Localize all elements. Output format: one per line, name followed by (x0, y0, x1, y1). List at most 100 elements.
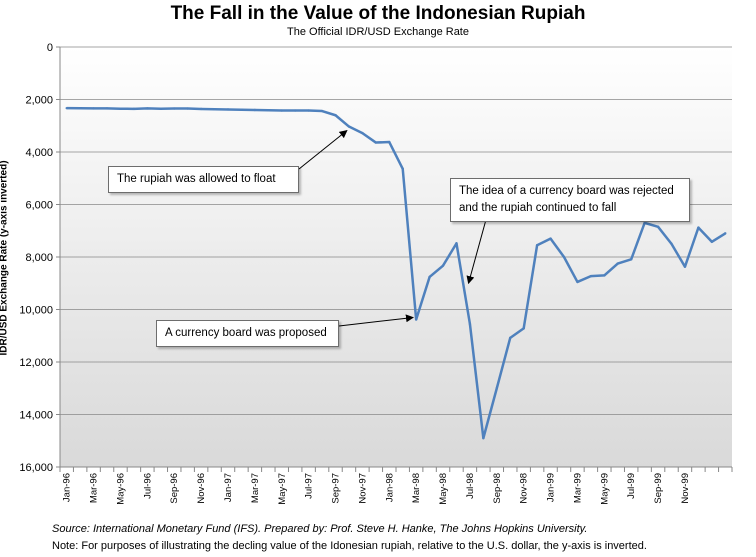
annotation-proposed: A currency board was proposed (156, 320, 339, 347)
y-tick-label: 16,000 (19, 462, 53, 474)
data-point (320, 109, 324, 113)
data-point (441, 264, 445, 267)
data-point (549, 237, 552, 240)
chart-subtitle: The Official IDR/USD Exchange Rate (287, 26, 469, 38)
x-tick-label: Mar-99 (572, 473, 583, 503)
data-point (697, 226, 700, 229)
x-tick-label: Sep-96 (169, 473, 180, 504)
chart-title: The Fall in the Value of the Indonesian … (170, 3, 586, 24)
data-point (146, 107, 149, 110)
data-point (213, 108, 216, 111)
data-point (334, 114, 337, 117)
annotation-rejected-line-1: The idea of a currency board was rejecte… (459, 185, 674, 197)
data-point (576, 280, 579, 284)
data-point (132, 107, 136, 111)
data-point (616, 262, 619, 265)
x-tick-label: May-99 (599, 473, 610, 505)
y-tick-label: 10,000 (19, 305, 53, 317)
data-point (482, 436, 485, 440)
data-point (670, 242, 673, 246)
data-point (199, 107, 203, 111)
data-point (240, 108, 243, 111)
y-tick-label: 8,000 (25, 252, 53, 264)
y-tick-label: 6,000 (25, 200, 53, 212)
data-point (710, 240, 714, 243)
data-point (267, 109, 270, 112)
x-tick-label: Sep-97 (331, 473, 342, 504)
x-tick-label: May-96 (115, 473, 126, 505)
data-point (495, 387, 498, 390)
data-point (656, 225, 660, 229)
x-tick-label: Jan-96 (62, 473, 73, 502)
annotation-proposed-line: A currency board was proposed (165, 327, 327, 339)
data-point (294, 109, 297, 112)
data-point (388, 140, 391, 144)
x-tick-label: Jan-98 (384, 473, 395, 502)
data-point (65, 106, 68, 110)
x-tick-label: Mar-97 (250, 473, 261, 503)
data-point (226, 108, 230, 111)
x-tick-label: Jul-97 (304, 473, 315, 499)
y-tick-label: 2,000 (25, 95, 53, 107)
y-tick-label: 12,000 (19, 357, 53, 369)
arrow-proposed (338, 314, 414, 327)
x-tick-label: Jan-99 (546, 473, 557, 502)
data-point (78, 107, 82, 110)
x-tick-label: Nov-98 (519, 473, 530, 504)
annotation-rejected-line-2: and the rupiah continued to fall (459, 202, 617, 214)
x-tick-label: Nov-97 (357, 473, 368, 504)
data-point (630, 258, 633, 261)
x-tick-label: May-97 (277, 473, 288, 505)
data-point (253, 108, 257, 112)
series-group (65, 106, 727, 440)
x-tick-label: Mar-98 (411, 473, 422, 503)
data-point (307, 109, 310, 112)
data-point (428, 275, 431, 279)
data-point (643, 221, 646, 225)
y-tick-label: 14,000 (19, 410, 53, 422)
x-tick-label: Jul-99 (626, 473, 637, 499)
data-point (92, 107, 95, 110)
data-point (105, 107, 109, 110)
data-point (173, 107, 176, 110)
arrow-rejected (466, 215, 488, 285)
y-tick-label: 0 (47, 42, 53, 54)
data-point (683, 265, 687, 268)
arrow-float (298, 130, 348, 170)
data-point (589, 274, 593, 278)
data-point (562, 255, 566, 259)
data-point (724, 232, 727, 235)
data-point (603, 274, 606, 277)
data-point (280, 109, 283, 112)
data-point (186, 107, 189, 110)
data-point (535, 243, 539, 247)
x-ticks: Jan-96 Mar-96 May-96 Jul-96 Sep-96 Nov-96 Jan-… (59, 467, 733, 505)
footnote: Note: For purposes of illustrating the d… (52, 540, 647, 552)
x-tick-label: Jan-97 (223, 473, 234, 502)
x-tick-label: Sep-98 (492, 473, 503, 504)
x-tick-label: Nov-96 (196, 473, 207, 504)
x-tick-label: Sep-99 (653, 473, 664, 504)
data-point (159, 107, 162, 110)
data-point (468, 322, 472, 326)
source-note: Source: International Monetary Fund (IFS… (52, 523, 588, 535)
x-tick-label: May-98 (438, 473, 449, 505)
x-tick-label: Mar-96 (89, 473, 100, 503)
annotation-rejected: The idea of a currency board was rejecte… (450, 178, 690, 222)
series-line (66, 106, 726, 440)
data-point (401, 167, 404, 170)
annotation-float-line: The rupiah was allowed to float (117, 173, 276, 185)
data-point (374, 141, 378, 144)
x-tick-label: Nov-99 (680, 473, 691, 504)
x-tick-label: Jul-96 (142, 473, 153, 499)
data-point (455, 242, 458, 245)
y-tick-label: 4,000 (25, 147, 53, 159)
annotation-arrows (298, 130, 488, 327)
x-tick-label: Jul-98 (465, 473, 476, 499)
annotation-float: The rupiah was allowed to float (108, 166, 299, 193)
data-point (119, 107, 122, 110)
y-ticks: 0 2,000 4,000 6,000 8,000 10,000 12,000 14,000 1… (19, 42, 60, 474)
data-point (414, 318, 418, 321)
